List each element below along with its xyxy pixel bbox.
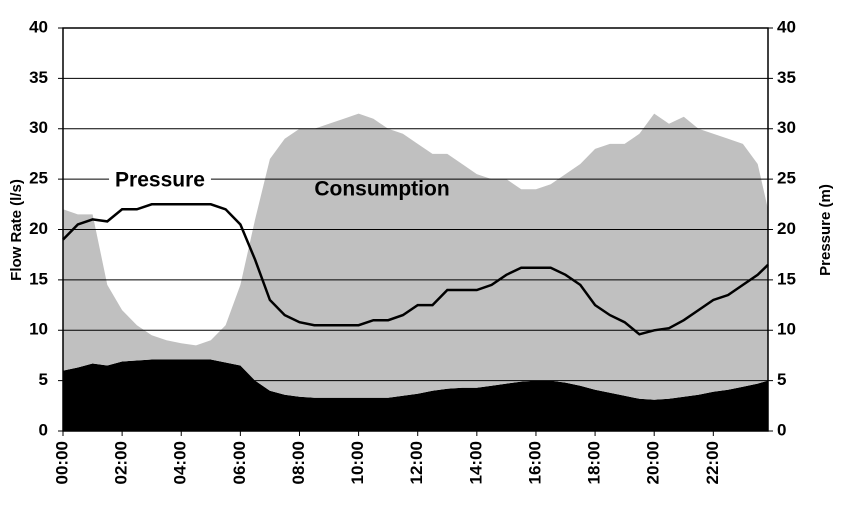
y-tick-label: 5 — [39, 370, 48, 389]
y2-tick-label: 35 — [777, 68, 796, 87]
x-tick-label: 22:00 — [703, 441, 722, 484]
y-axis-title: Flow Rate (l/s) — [8, 179, 25, 281]
label-background — [109, 168, 211, 192]
y-tick-label: 25 — [29, 169, 48, 188]
x-tick-label: 10:00 — [348, 441, 367, 484]
y-tick-label: 30 — [29, 118, 48, 137]
y2-tick-label: 20 — [777, 219, 796, 238]
x-tick-label: 04:00 — [171, 441, 190, 484]
x-tick-label: 08:00 — [289, 441, 308, 484]
y-tick-label: 10 — [29, 320, 48, 339]
plot-frame — [62, 27, 769, 432]
x-tick-label: 06:00 — [230, 441, 249, 484]
x-tick-label: 12:00 — [407, 441, 426, 484]
y2-axis-title: Pressure (m) — [817, 184, 834, 276]
y2-tick-label: 30 — [777, 118, 796, 137]
y-tick-label: 20 — [29, 219, 48, 238]
y-tick-label: 40 — [29, 17, 48, 36]
y2-tick-label: 40 — [777, 17, 796, 36]
x-tick-label: 02:00 — [112, 441, 131, 484]
series-label: Pressure — [115, 169, 205, 192]
x-tick-label: 20:00 — [644, 441, 663, 484]
y-tick-label: 35 — [29, 68, 48, 87]
x-tick-label: 14:00 — [466, 441, 485, 484]
area — [63, 359, 768, 431]
y-tick-label: 0 — [39, 420, 48, 439]
y2-tick-label: 10 — [777, 320, 796, 339]
y2-tick-label: 5 — [777, 370, 786, 389]
x-tick-label: 18:00 — [585, 441, 604, 484]
area — [63, 113, 768, 400]
y2-tick-label: 25 — [777, 169, 796, 188]
series-label: Leakage — [491, 393, 575, 416]
series-label: Consumption — [314, 178, 449, 201]
y2-tick-label: 0 — [777, 420, 786, 439]
line — [62, 203, 769, 336]
y-tick-label: 15 — [29, 269, 48, 288]
x-tick-label: 00:00 — [52, 441, 71, 484]
x-tick-label: 16:00 — [525, 441, 544, 484]
y2-tick-label: 15 — [777, 269, 796, 288]
